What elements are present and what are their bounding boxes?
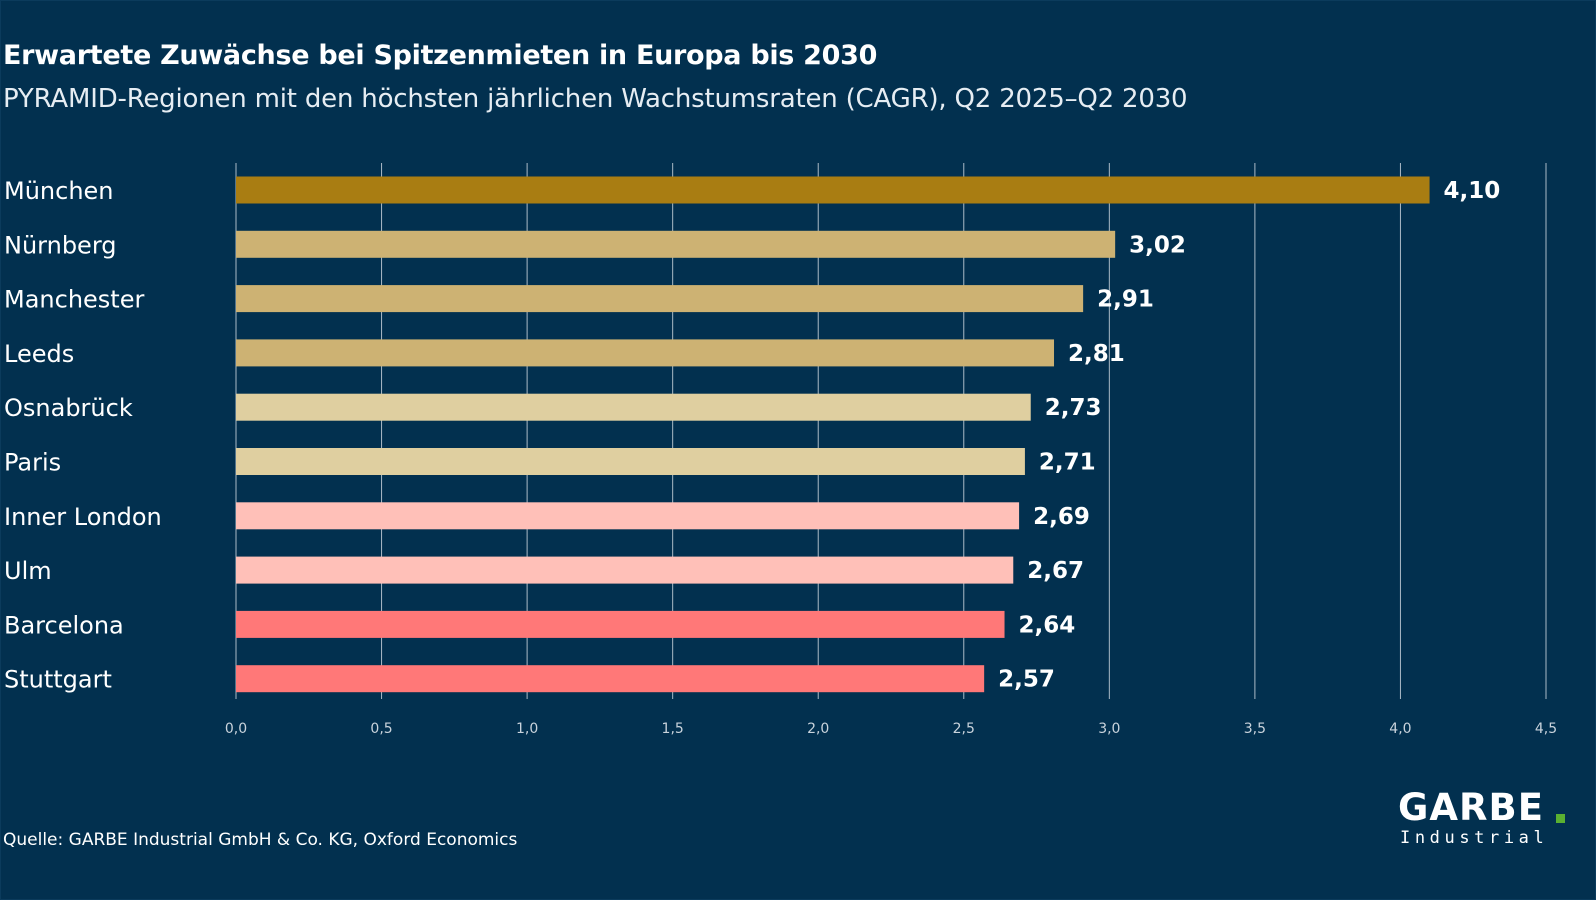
bar	[236, 393, 1031, 421]
category-label: Barcelona	[4, 611, 124, 639]
x-tick-label: 4,0	[1389, 721, 1411, 737]
bar	[236, 176, 1430, 204]
bar	[236, 230, 1116, 258]
data-label: 2,73	[1045, 395, 1102, 421]
data-label: 2,67	[1027, 558, 1084, 584]
bar	[236, 448, 1025, 475]
x-tick-label: 3,5	[1244, 721, 1266, 737]
x-tick-label: 2,5	[953, 721, 975, 737]
category-label: München	[4, 177, 114, 205]
x-tick-label: 0,5	[370, 721, 392, 737]
data-label: 2,81	[1068, 341, 1125, 367]
x-tick-label: 2,0	[807, 721, 829, 737]
category-label: Inner London	[4, 503, 162, 531]
x-tick-label: 1,0	[516, 721, 538, 737]
x-tick-label: 0,0	[225, 721, 247, 737]
bar	[236, 665, 985, 693]
data-label: 2,91	[1097, 287, 1154, 313]
data-label: 3,02	[1129, 232, 1186, 258]
data-label: 2,71	[1039, 450, 1096, 476]
source-note: Quelle: GARBE Industrial GmbH & Co. KG, …	[3, 830, 518, 850]
category-label: Paris	[4, 449, 61, 477]
category-label: Leeds	[4, 340, 74, 368]
category-label: Stuttgart	[4, 666, 112, 694]
bar-chart: 0,0 0,5 1,0 1,5 2,0 2,5 3,0 3,5 4,0 4,5 München 4,1…	[4, 163, 1557, 737]
data-label: 4,10	[1444, 178, 1501, 204]
logo-subtitle: Industrial	[1400, 828, 1549, 848]
bar	[236, 339, 1055, 367]
data-label: 2,57	[998, 667, 1055, 693]
bar	[236, 285, 1084, 313]
category-label: Osnabrück	[4, 394, 133, 422]
x-tick-label: 3,0	[1098, 721, 1120, 737]
chart-title: Erwartete Zuwächse bei Spitzenmieten in …	[3, 40, 878, 71]
bar	[236, 610, 1005, 638]
logo-dot-icon	[1556, 814, 1565, 823]
logo-wordmark: GARBE	[1398, 786, 1544, 829]
category-label: Nürnberg	[4, 231, 117, 259]
chart-subtitle: PYRAMID-Regionen mit den höchsten jährli…	[3, 84, 1188, 114]
garbe-logo: GARBE Industrial	[1398, 788, 1580, 848]
x-tick-label: 4,5	[1535, 721, 1557, 737]
data-label: 2,69	[1033, 504, 1090, 530]
x-tick-label: 1,5	[662, 721, 684, 737]
category-label: Manchester	[4, 286, 144, 314]
data-label: 2,64	[1019, 612, 1076, 638]
category-label: Ulm	[4, 557, 52, 585]
bar	[236, 556, 1014, 584]
bar	[236, 502, 1020, 530]
